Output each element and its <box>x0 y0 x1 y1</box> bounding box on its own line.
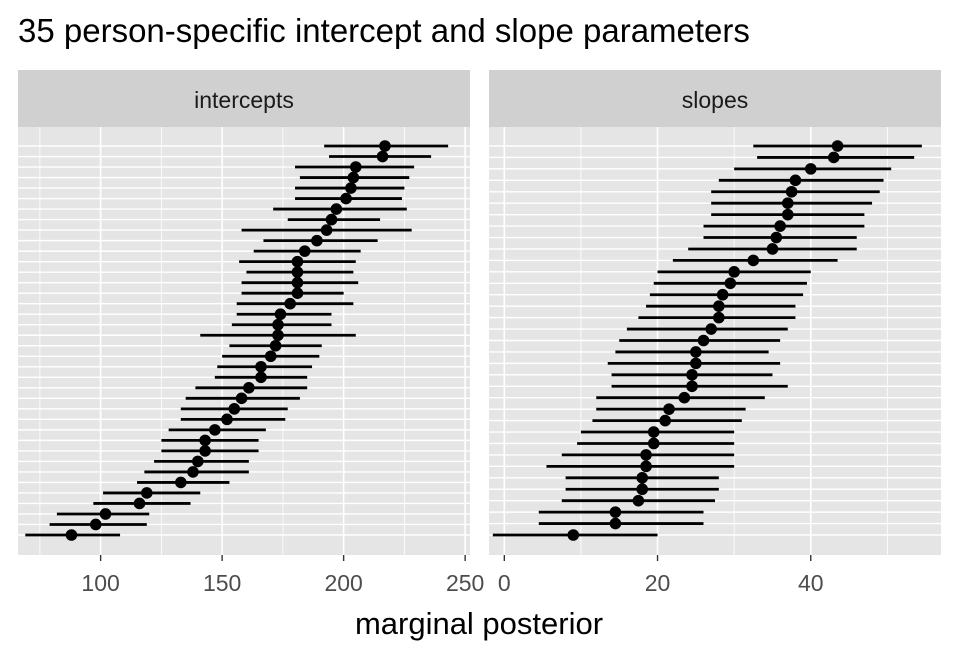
point-estimate <box>330 203 343 215</box>
point-estimate <box>705 323 717 335</box>
point-estimate <box>659 414 672 427</box>
point-estimate <box>713 300 725 312</box>
point-estimate <box>133 497 146 510</box>
point-estimate <box>243 382 255 394</box>
point-estimate <box>320 224 333 236</box>
point-estimate <box>274 308 287 321</box>
point-estimate <box>140 487 153 499</box>
x-tick-label: 0 <box>498 570 511 596</box>
x-tick-label: 20 <box>645 570 671 596</box>
x-tick-label: 250 <box>446 570 484 596</box>
point-estimate <box>199 434 211 447</box>
point-estimate <box>678 391 691 404</box>
point-estimate <box>567 529 580 541</box>
x-tick-label: 100 <box>81 570 119 596</box>
point-estimate <box>728 266 740 278</box>
point-estimate <box>99 508 112 520</box>
point-estimate <box>697 334 710 347</box>
chart-title: 35 person-specific intercept and slope p… <box>18 12 750 49</box>
point-estimate <box>647 426 660 438</box>
point-estimate <box>789 174 802 187</box>
point-estimate <box>663 403 675 415</box>
point-estimate <box>89 518 102 531</box>
point-estimate <box>340 192 352 205</box>
point-estimate <box>347 171 360 184</box>
point-estimate <box>781 197 794 210</box>
point-estimate <box>376 150 389 163</box>
point-estimate <box>272 329 284 342</box>
facet-strip-label: intercepts <box>194 87 294 113</box>
point-estimate <box>175 476 187 489</box>
facet-strip <box>489 70 941 127</box>
point-estimate <box>325 213 338 226</box>
point-estimate <box>228 403 241 415</box>
point-estimate <box>713 311 725 324</box>
point-estimate <box>298 245 311 257</box>
point-estimate <box>291 255 304 268</box>
point-estimate <box>209 424 221 436</box>
x-tick-label: 150 <box>203 570 241 596</box>
point-estimate <box>255 371 267 384</box>
point-estimate <box>690 346 702 358</box>
point-estimate <box>291 287 304 299</box>
point-estimate <box>636 483 649 496</box>
point-estimate <box>686 369 698 381</box>
point-estimate <box>255 360 267 373</box>
point-estimate <box>766 243 779 255</box>
point-estimate <box>770 231 783 244</box>
point-estimate <box>804 163 817 175</box>
point-estimate <box>686 380 698 393</box>
point-estimate <box>221 413 233 426</box>
point-estimate <box>187 466 199 478</box>
point-estimate <box>192 455 204 468</box>
point-estimate <box>235 392 248 405</box>
point-estimate <box>349 161 362 173</box>
point-estimate <box>747 254 760 267</box>
facet-strip-label: slopes <box>682 87 748 113</box>
x-tick-label: 200 <box>324 570 362 596</box>
point-estimate <box>640 460 652 473</box>
point-estimate <box>827 151 840 164</box>
panel-background <box>18 127 470 555</box>
point-estimate <box>774 220 786 232</box>
point-estimate <box>291 276 304 289</box>
point-estimate <box>785 185 798 198</box>
point-estimate <box>345 182 357 194</box>
point-estimate <box>379 140 391 152</box>
point-estimate <box>272 318 284 331</box>
point-estimate <box>831 140 844 152</box>
point-estimate <box>724 277 737 290</box>
point-estimate <box>632 494 645 507</box>
point-estimate <box>311 234 323 247</box>
point-estimate <box>269 339 282 352</box>
x-axis-label: marginal posterior <box>355 606 603 641</box>
point-estimate <box>647 437 660 450</box>
point-estimate <box>781 208 794 221</box>
point-estimate <box>716 288 729 301</box>
point-estimate <box>609 506 622 518</box>
point-estimate <box>199 445 211 457</box>
point-estimate <box>609 517 622 530</box>
point-estimate <box>690 357 702 370</box>
point-estimate <box>636 471 649 484</box>
facet-strip <box>18 70 470 127</box>
point-estimate <box>640 449 652 461</box>
point-estimate <box>291 266 304 278</box>
point-estimate <box>264 350 277 363</box>
x-tick-label: 40 <box>798 570 824 596</box>
point-estimate <box>284 297 296 310</box>
point-estimate <box>65 529 78 541</box>
